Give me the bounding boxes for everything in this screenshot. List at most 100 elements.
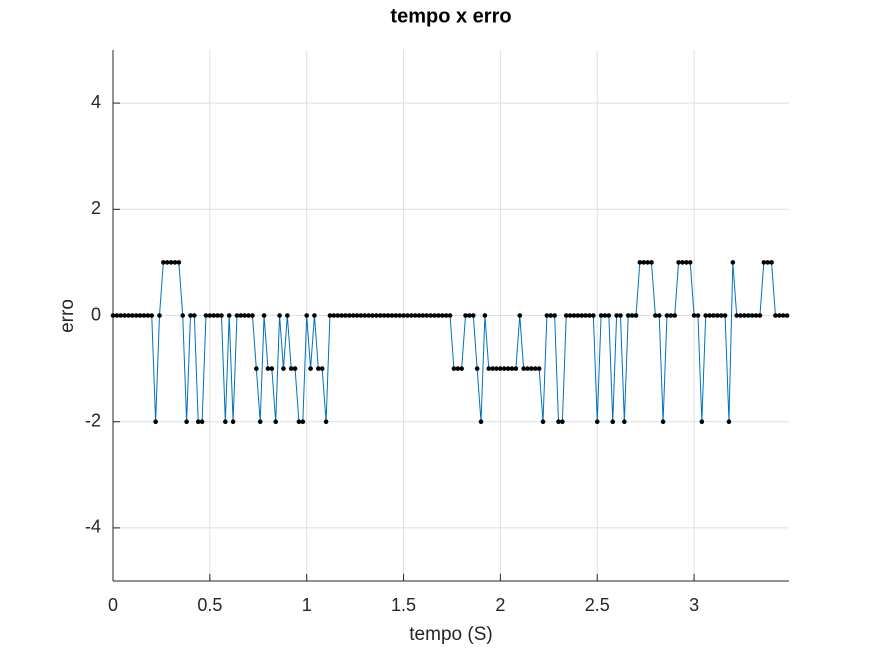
data-point [726, 419, 732, 425]
data-point [478, 419, 484, 425]
data-point [381, 313, 387, 318]
data-point [203, 313, 209, 318]
data-point [378, 313, 383, 318]
data-point [296, 419, 302, 425]
data-point [215, 313, 220, 318]
data-point [172, 260, 178, 265]
data-point [699, 419, 705, 425]
data-point [230, 419, 236, 425]
data-point [746, 313, 751, 318]
data-point [385, 313, 391, 318]
data-point [742, 313, 747, 318]
data-point [122, 313, 127, 318]
data-point [773, 313, 778, 318]
data-point [575, 313, 581, 318]
data-point [366, 313, 371, 318]
data-point [234, 313, 240, 318]
data-point [223, 419, 228, 425]
data-point [211, 313, 217, 318]
data-point [656, 313, 662, 318]
data-point [304, 313, 309, 318]
data-point [614, 313, 619, 318]
data-point [664, 313, 670, 318]
data-point [757, 313, 763, 318]
data-point [331, 313, 337, 318]
data-point [703, 313, 709, 318]
data-point [784, 313, 790, 318]
data-point [668, 313, 674, 318]
data-point [622, 419, 627, 425]
data-point [556, 419, 561, 425]
data-point [443, 313, 449, 318]
data-point [153, 419, 158, 425]
data-point [339, 313, 344, 318]
data-point [715, 313, 720, 318]
x-tick-label: 1.5 [391, 595, 416, 615]
data-point [598, 313, 604, 318]
data-point [343, 313, 348, 318]
data-point [722, 313, 728, 318]
y-tick-label: -4 [85, 517, 101, 537]
data-point [219, 313, 224, 318]
data-point [393, 313, 399, 318]
data-point [389, 313, 395, 318]
data-point [354, 313, 360, 318]
data-point [432, 313, 437, 318]
data-point [583, 313, 588, 318]
x-tick-label: 0 [108, 595, 118, 615]
data-point [447, 313, 453, 318]
data-point [529, 366, 534, 371]
data-point [718, 313, 724, 318]
data-point [207, 313, 213, 318]
data-point [168, 260, 174, 265]
data-point [285, 313, 290, 318]
data-point [780, 313, 786, 318]
data-point [455, 366, 461, 371]
data-point [777, 313, 782, 318]
data-point [591, 313, 596, 318]
data-point [734, 313, 740, 318]
data-point [498, 366, 503, 371]
data-point [420, 313, 426, 318]
data-point [126, 313, 131, 318]
data-point [649, 260, 654, 265]
data-point [606, 313, 612, 318]
data-point [517, 313, 523, 318]
data-point [571, 313, 577, 318]
data-point [161, 260, 166, 265]
x-tick-label: 2.5 [585, 595, 610, 615]
data-point [730, 260, 736, 265]
data-point [269, 366, 275, 371]
data-point [347, 313, 352, 318]
data-point [470, 313, 476, 318]
data-point [525, 366, 530, 371]
data-point [133, 313, 139, 318]
data-point [451, 366, 457, 371]
data-point [738, 313, 743, 318]
data-point [164, 260, 170, 265]
data-point [157, 313, 162, 318]
y-tick-label: 0 [91, 304, 101, 324]
data-point [463, 313, 468, 318]
data-point [436, 313, 441, 318]
y-tick-label: -2 [85, 410, 101, 430]
data-point [711, 313, 716, 318]
data-point [374, 313, 379, 318]
data-point [486, 366, 492, 371]
data-point [540, 419, 546, 425]
data-point [145, 313, 151, 318]
data-point [645, 260, 650, 265]
data-point [641, 260, 647, 265]
data-point [188, 313, 193, 318]
data-point [753, 313, 759, 318]
data-point [660, 419, 666, 425]
data-point [238, 313, 244, 318]
data-point [684, 260, 689, 265]
data-point [327, 313, 333, 318]
data-point [277, 313, 282, 318]
data-point [695, 313, 701, 318]
data-point [602, 313, 608, 318]
data-point [401, 313, 406, 318]
data-point [405, 313, 410, 318]
